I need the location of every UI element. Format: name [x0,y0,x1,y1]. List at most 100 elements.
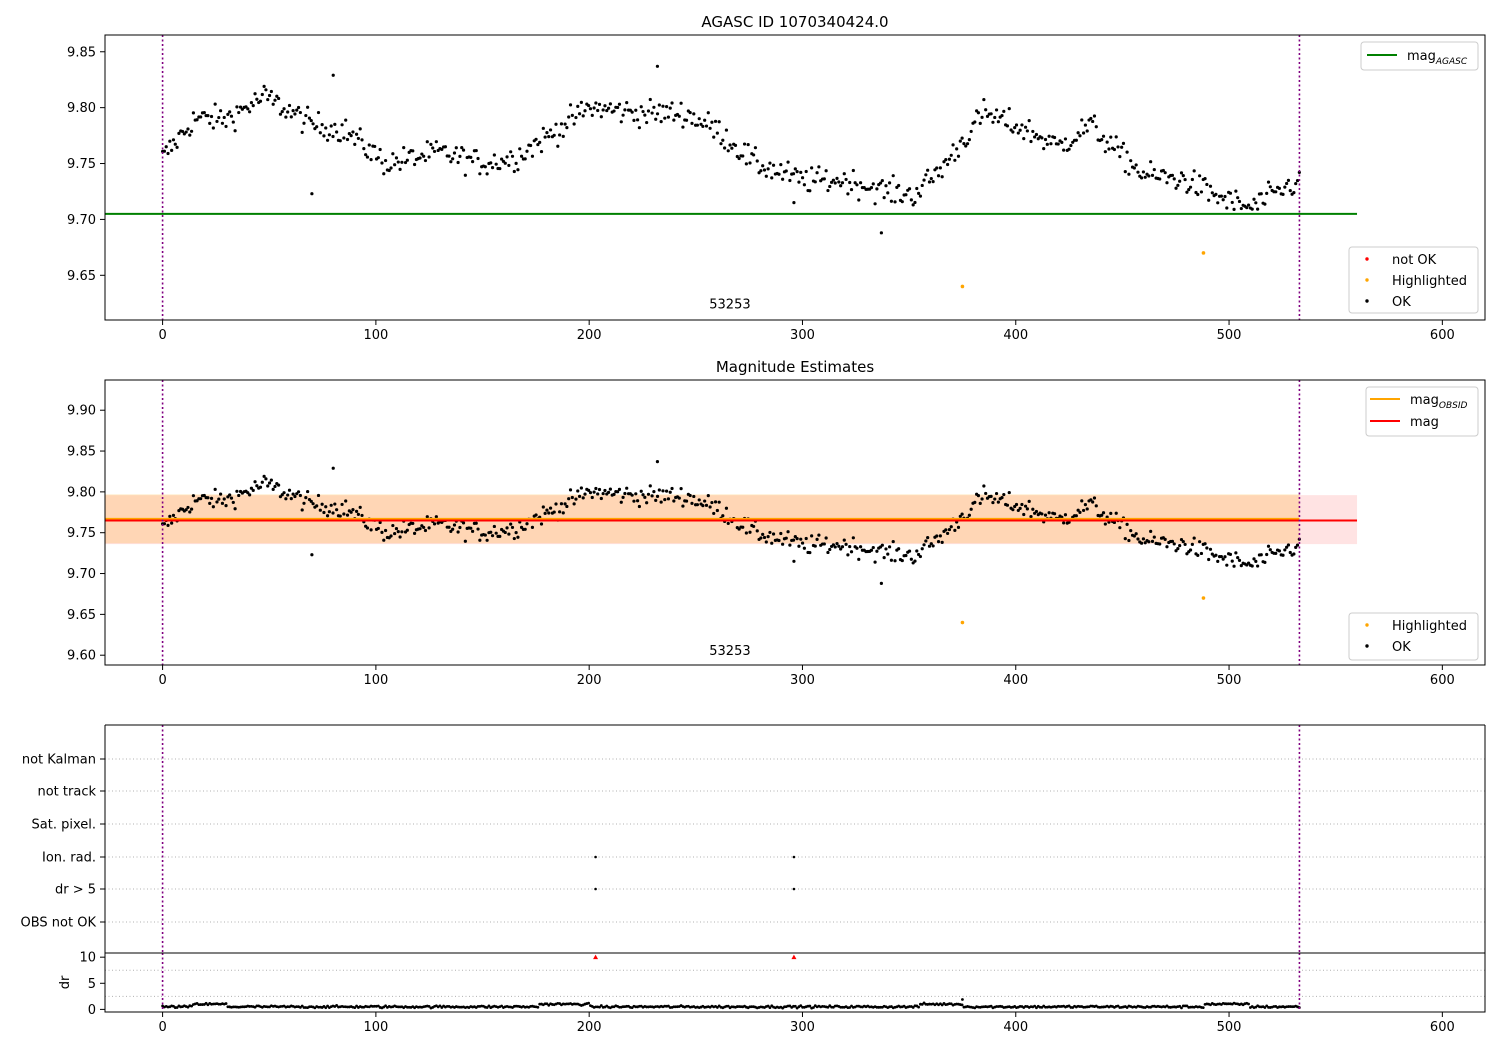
ok-point [574,497,578,501]
ok-point [238,105,243,109]
ok-point [469,155,473,159]
ok-point [519,154,524,158]
ok-point [1245,206,1249,210]
ok-point [173,142,177,146]
ok-point [858,545,863,549]
ok-point [596,108,600,113]
ok-point [478,172,482,176]
ok-point [799,170,803,174]
ok-point [1214,192,1218,196]
ok-point [949,525,953,529]
ok-point [690,121,694,125]
ok-point [561,511,565,515]
ok-point [490,165,495,170]
ok-point [215,500,219,504]
dr-point [384,1004,387,1008]
ok-point [1228,191,1233,195]
ok-point [425,140,429,144]
ok-point [712,511,716,516]
ok-point [1101,134,1106,138]
ok-point [389,534,393,538]
ok-point [637,126,642,130]
ok-point [1256,564,1260,568]
x-tick-label: 600 [1430,1020,1455,1035]
ok-point [679,101,683,105]
ok-point [1141,170,1146,174]
axes-frame-1 [104,379,1486,666]
ok-point [690,501,694,505]
ok-point [762,168,767,172]
ok-point [911,203,915,207]
ok-point [973,500,977,504]
ok-point [309,118,313,123]
ok-point [563,502,567,506]
ok-point [677,114,681,118]
ok-point [706,111,710,115]
ok-point [552,510,556,514]
ok-point [1176,183,1180,187]
ok-point [226,112,230,117]
ok-point [1185,190,1189,194]
ok-point [792,559,796,563]
ok-point [784,169,788,173]
ok-point [1216,201,1220,205]
ok-point [422,525,426,530]
ok-point [489,161,493,165]
ok-point [623,108,627,112]
panel-flags: not Kalman not track Sat. pixel. Ion. rad. d… [21,724,1486,953]
ok-point [398,535,402,539]
legend-label: Highlighted [1392,619,1467,634]
ok-point [224,124,228,129]
ok-point [648,484,652,488]
ok-point [1052,135,1057,140]
ok-point [315,125,319,129]
ok-point [944,158,948,162]
highlighted-point [1201,251,1206,255]
ok-point [612,492,616,496]
ok-point [1225,563,1229,567]
ok-point [579,486,583,490]
ok-point [800,541,805,545]
ok-point [599,496,603,501]
ok-point [851,168,855,173]
ok-point [387,168,391,173]
ok-point [1114,511,1118,515]
ok-point [984,491,988,496]
ok-point [565,504,569,509]
ok-point [186,127,190,131]
ok-point [309,499,313,503]
legend-label: Highlighted [1392,274,1467,289]
x-tick-label: 300 [790,1020,815,1035]
x-tick-label: 100 [363,328,388,343]
legend-dot-marker [1365,623,1369,627]
ok-point [1031,507,1035,511]
ok-point [376,526,380,531]
ok-point [726,149,730,153]
x-tick-label: 400 [1003,328,1028,343]
ok-point [344,499,348,503]
ok-point [795,537,799,541]
ok-point [458,525,462,530]
ok-point [1265,191,1269,195]
dr-point [1116,1004,1120,1008]
ok-point [695,123,700,127]
ok-point [188,510,192,514]
ok-point [287,103,292,108]
ok-point [915,549,919,553]
ok-point [282,491,286,495]
ok-point [657,488,661,492]
ok-point [913,559,917,563]
ok-point [485,538,489,542]
ok-point [603,488,607,493]
dr-point [599,1004,603,1007]
ok-point [1147,540,1151,544]
ok-point [920,547,924,551]
ok-point [947,527,952,532]
ok-point [253,92,257,96]
ok-point [349,510,353,514]
ok-point [189,507,194,511]
ok-point [920,183,924,188]
ok-point [1120,145,1124,149]
ok-point [907,549,912,553]
ok-point [483,533,487,537]
